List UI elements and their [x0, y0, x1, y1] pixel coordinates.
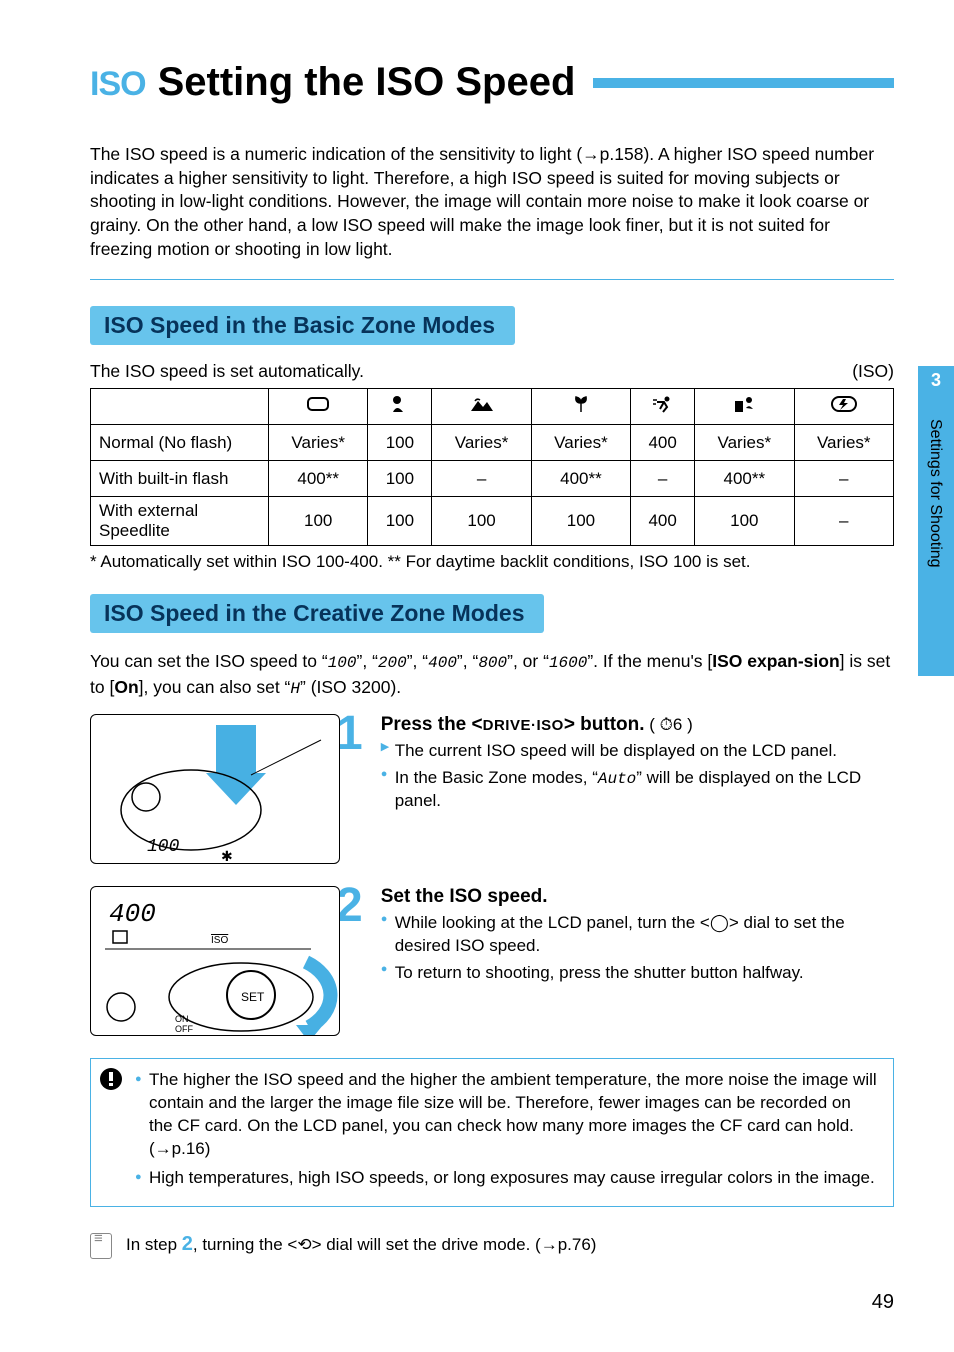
table-cell: –	[794, 497, 894, 546]
caution-note: The higher the ISO speed and the higher …	[90, 1058, 894, 1207]
step-2-number: 2	[336, 878, 363, 1036]
table-cell: –	[794, 461, 894, 497]
note-item: High temperatures, high ISO speeds, or l…	[135, 1167, 879, 1190]
iso-prefix: ISO	[90, 65, 146, 104]
table-cell: 100	[269, 497, 368, 546]
tip-row: In step 2, turning the <⟲> dial will set…	[90, 1233, 894, 1259]
note-item: The higher the ISO speed and the higher …	[135, 1069, 879, 1161]
mode-icon-landscape	[432, 389, 531, 425]
mode-icon-macro	[531, 389, 630, 425]
creative-paragraph: You can set the ISO speed to “100”, “200…	[90, 649, 894, 700]
tip-icon	[90, 1233, 112, 1259]
step-2-title: Set the ISO speed.	[381, 886, 894, 908]
separator	[90, 279, 894, 280]
auto-row-left: The ISO speed is set automatically.	[90, 361, 364, 382]
table-row: Normal (No flash) Varies* 100 Varies* Va…	[91, 425, 894, 461]
step-2-image: 400 ISO SET ON OFF	[90, 886, 340, 1036]
table-row: With built-in flash 400** 100 – 400** – …	[91, 461, 894, 497]
table-cell: 100	[432, 497, 531, 546]
mode-icon-sports	[631, 389, 695, 425]
step-1-number: 1	[336, 706, 363, 864]
table-cell: 400	[631, 497, 695, 546]
svg-text:ISO: ISO	[211, 935, 228, 946]
step-1-bullet: In the Basic Zone modes, “Auto” will be …	[381, 767, 894, 814]
step-1-title: Press the <DRIVE·ISO> button. ( ⏱6 )	[381, 714, 894, 736]
svg-text:400: 400	[109, 899, 156, 929]
table-cell: 400	[631, 425, 695, 461]
table-cell: 100	[368, 497, 432, 546]
table-blank-head	[91, 389, 269, 425]
svg-text:OFF: OFF	[175, 1024, 193, 1034]
table-footnote: * Automatically set within ISO 100-400. …	[90, 552, 894, 572]
step-1: 100 ✱ 1 Press the <DRIVE·ISO> button. ( …	[90, 714, 894, 864]
mode-icon-night	[695, 389, 794, 425]
table-cell: Varies*	[432, 425, 531, 461]
table-cell: –	[432, 461, 531, 497]
table-cell: 400**	[695, 461, 794, 497]
page-title: Setting the ISO Speed	[158, 60, 576, 105]
table-cell: 100	[695, 497, 794, 546]
section-basic-heading: ISO Speed in the Basic Zone Modes	[90, 306, 515, 345]
mode-icon-portrait	[368, 389, 432, 425]
iso-table-body: Normal (No flash) Varies* 100 Varies* Va…	[91, 425, 894, 546]
table-cell: Varies*	[269, 425, 368, 461]
step-2-bullet: To return to shooting, press the shutter…	[381, 962, 894, 985]
table-cell: Varies*	[695, 425, 794, 461]
table-cell: 100	[368, 425, 432, 461]
step-2: 400 ISO SET ON OFF 2 Set the ISO speed. …	[90, 886, 894, 1036]
table-cell: Varies*	[794, 425, 894, 461]
step-1-bullet: The current ISO speed will be displayed …	[381, 740, 894, 763]
iso-table: Normal (No flash) Varies* 100 Varies* Va…	[90, 388, 894, 546]
table-row: With external Speedlite 100 100 100 100 …	[91, 497, 894, 546]
auto-row: The ISO speed is set automatically. (ISO…	[90, 361, 894, 382]
intro-paragraph: The ISO speed is a numeric indication of…	[90, 143, 894, 261]
auto-row-right: (ISO)	[852, 361, 894, 382]
table-cell: 100	[531, 497, 630, 546]
svg-text:✱: ✱	[221, 848, 233, 864]
table-cell: With external Speedlite	[91, 497, 269, 546]
section-creative-heading: ISO Speed in the Creative Zone Modes	[90, 594, 544, 633]
step-1-image: 100 ✱	[90, 714, 340, 864]
table-cell: Varies*	[531, 425, 630, 461]
svg-text:SET: SET	[241, 990, 265, 1004]
svg-text:ON: ON	[175, 1014, 189, 1024]
table-cell: 100	[368, 461, 432, 497]
table-cell: –	[631, 461, 695, 497]
caution-icon	[99, 1067, 123, 1099]
svg-text:100: 100	[147, 837, 180, 857]
table-cell: 400**	[269, 461, 368, 497]
step-2-bullet: While looking at the LCD panel, turn the…	[381, 912, 894, 958]
table-cell: Normal (No flash)	[91, 425, 269, 461]
page-number: 49	[872, 1291, 894, 1314]
tip-text: In step 2, turning the <⟲> dial will set…	[126, 1233, 596, 1256]
title-bar	[593, 78, 894, 88]
page-title-row: ISO Setting the ISO Speed	[90, 60, 894, 105]
mode-icon-auto	[269, 389, 368, 425]
table-cell: With built-in flash	[91, 461, 269, 497]
mode-icon-flashoff	[794, 389, 894, 425]
table-cell: 400**	[531, 461, 630, 497]
